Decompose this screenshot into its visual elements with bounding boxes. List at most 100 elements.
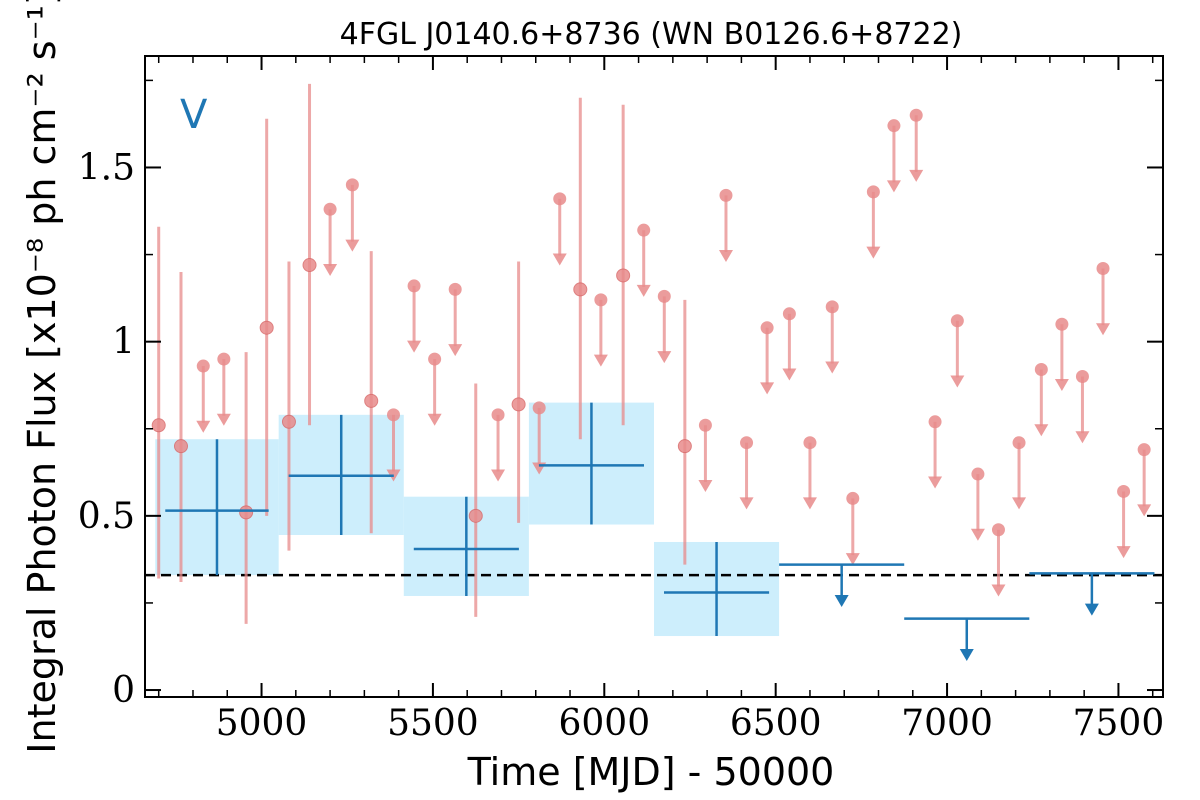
long-bin-upper-limit-head — [1084, 603, 1099, 616]
short-bin-upper-limit-head — [970, 528, 985, 541]
short-bin-upper-limit-head — [1075, 431, 1090, 444]
short-bin-upper-limit-point — [323, 202, 337, 216]
short-bin-upper-limit-point — [387, 408, 401, 422]
plot-frame — [144, 55, 1164, 698]
short-bin-upper-limit-head — [1012, 497, 1027, 510]
short-bin-upper-limit-head — [1096, 323, 1111, 336]
short-bin-upper-limit-head — [407, 340, 422, 353]
short-bin-upper-limit-point — [1096, 262, 1110, 276]
short-bin-upper-limit-head — [760, 382, 775, 395]
short-bin-upper-limit-point — [971, 467, 985, 481]
short-bin-upper-limit-point — [407, 279, 421, 293]
short-bin-upper-limit-head — [552, 253, 567, 266]
short-bin-upper-limit-head — [866, 246, 881, 259]
short-bin-upper-limit-head — [1034, 424, 1049, 437]
short-bin-upper-limit-head — [991, 584, 1006, 597]
short-bin-upper-limit-point — [866, 185, 880, 199]
short-bin-upper-limit-point — [909, 108, 923, 122]
short-bin-upper-limit-point — [760, 321, 774, 335]
short-bin-upper-limit-point — [491, 408, 505, 422]
x-tick-label: 5000 — [216, 703, 308, 744]
axes: 5000 5500 6000 6500 7000 7500 0 0.5 1 1.5 — [78, 55, 1165, 744]
band-label: V — [180, 92, 208, 138]
short-bin-point — [677, 439, 692, 454]
short-bin-upper-limit-head — [845, 553, 860, 566]
short-bin-upper-limit-point — [950, 314, 964, 328]
short-bin-point — [468, 508, 483, 523]
short-bin-upper-limit-point — [345, 178, 359, 192]
x-tick-label: 7000 — [901, 703, 993, 744]
short-bin-upper-limit-head — [928, 476, 943, 489]
short-bin-point — [239, 505, 254, 520]
short-bin-point — [302, 258, 317, 273]
short-bin-upper-limit-point — [719, 188, 733, 202]
short-bin-upper-limit-head — [802, 497, 817, 510]
short-bin-upper-limit-head — [950, 375, 965, 388]
short-bin-upper-limit-head — [825, 361, 840, 374]
short-bin-point — [511, 397, 526, 412]
short-bin-upper-limit-point — [928, 415, 942, 429]
short-bin-upper-limit-point — [657, 289, 671, 303]
short-bin-upper-limit-point — [594, 293, 608, 307]
short-bin-upper-limit-head — [491, 469, 506, 482]
chart-title: 4FGL J0140.6+8736 (WN B0126.6+8722) — [340, 17, 963, 52]
short-bin-upper-limit-point — [846, 491, 860, 505]
short-bin-upper-limit-head — [698, 479, 713, 492]
short-bin-point — [364, 393, 379, 408]
short-bin-upper-limit-head — [1116, 546, 1131, 559]
short-bin-upper-limit-head — [739, 497, 754, 510]
short-bin-upper-limit-head — [448, 344, 463, 357]
plot-area — [145, 83, 1163, 661]
short-bin-upper-limit-point — [1055, 317, 1069, 331]
short-bin-upper-limit-point — [991, 523, 1005, 537]
short-bin-upper-limit-head — [1137, 504, 1152, 517]
short-bin-upper-limit-head — [636, 284, 651, 297]
short-bin-upper-limit-point — [825, 300, 839, 314]
short-bin-point — [281, 414, 296, 429]
short-bin-upper-limit-point — [532, 401, 546, 415]
short-bin-upper-limit-point — [1075, 370, 1089, 383]
short-bin-upper-limit-point — [553, 192, 567, 206]
short-bin-upper-limit-point — [887, 119, 901, 133]
short-bin-upper-limit-head — [427, 413, 442, 426]
short-bin-upper-limit-point — [637, 223, 651, 237]
short-bin-upper-limit-head — [657, 351, 672, 364]
short-bin-upper-limit-head — [323, 263, 338, 276]
short-bin-upper-limit-point — [698, 418, 712, 432]
short-bin-upper-limit-head — [216, 413, 231, 426]
short-bin-upper-limit-point — [1117, 484, 1131, 498]
x-axis-label: Time [MJD] - 50000 — [467, 750, 835, 794]
long-bin-upper-limit-head — [959, 648, 974, 661]
short-bin-point — [151, 418, 166, 433]
x-tick-label: 7500 — [1073, 703, 1165, 744]
x-tick-label: 5500 — [387, 703, 479, 744]
short-bin-upper-limit-point — [217, 352, 231, 366]
short-bin-upper-limit-head — [196, 420, 211, 433]
y-tick-label: 0.5 — [78, 496, 135, 537]
short-bin-upper-limit-head — [718, 250, 733, 263]
short-bin-upper-limit-point — [1012, 436, 1026, 450]
short-bin-upper-limit-point — [428, 352, 442, 366]
short-bin-upper-limit-point — [803, 436, 817, 450]
x-tick-label: 6500 — [730, 703, 822, 744]
short-bin-upper-limit-point — [1137, 443, 1151, 457]
y-axis-label: Integral Photon Flux [x10⁻⁸ ph cm⁻² s⁻¹] — [20, 0, 64, 754]
y-tick-label: 1 — [112, 322, 135, 363]
short-bin-point — [259, 320, 274, 335]
short-bin-upper-limit-point — [1034, 363, 1048, 377]
short-bin-upper-limit-point — [782, 307, 796, 321]
short-bin-upper-limit-head — [1054, 378, 1069, 391]
y-tick-label: 1.5 — [78, 147, 135, 188]
short-bin-upper-limit-head — [345, 239, 360, 252]
short-bin-point — [173, 439, 188, 454]
y-tick-label: 0 — [112, 670, 135, 711]
short-bin-point — [616, 268, 631, 283]
short-bin-upper-limit-head — [886, 180, 901, 193]
short-bin-upper-limit-point — [448, 282, 462, 296]
x-tick-label: 6000 — [558, 703, 650, 744]
short-bin-point — [573, 282, 588, 297]
short-bin-upper-limit-point — [740, 436, 754, 450]
short-bin-upper-limit-head — [782, 368, 797, 381]
short-bin-upper-limit-head — [593, 354, 608, 367]
